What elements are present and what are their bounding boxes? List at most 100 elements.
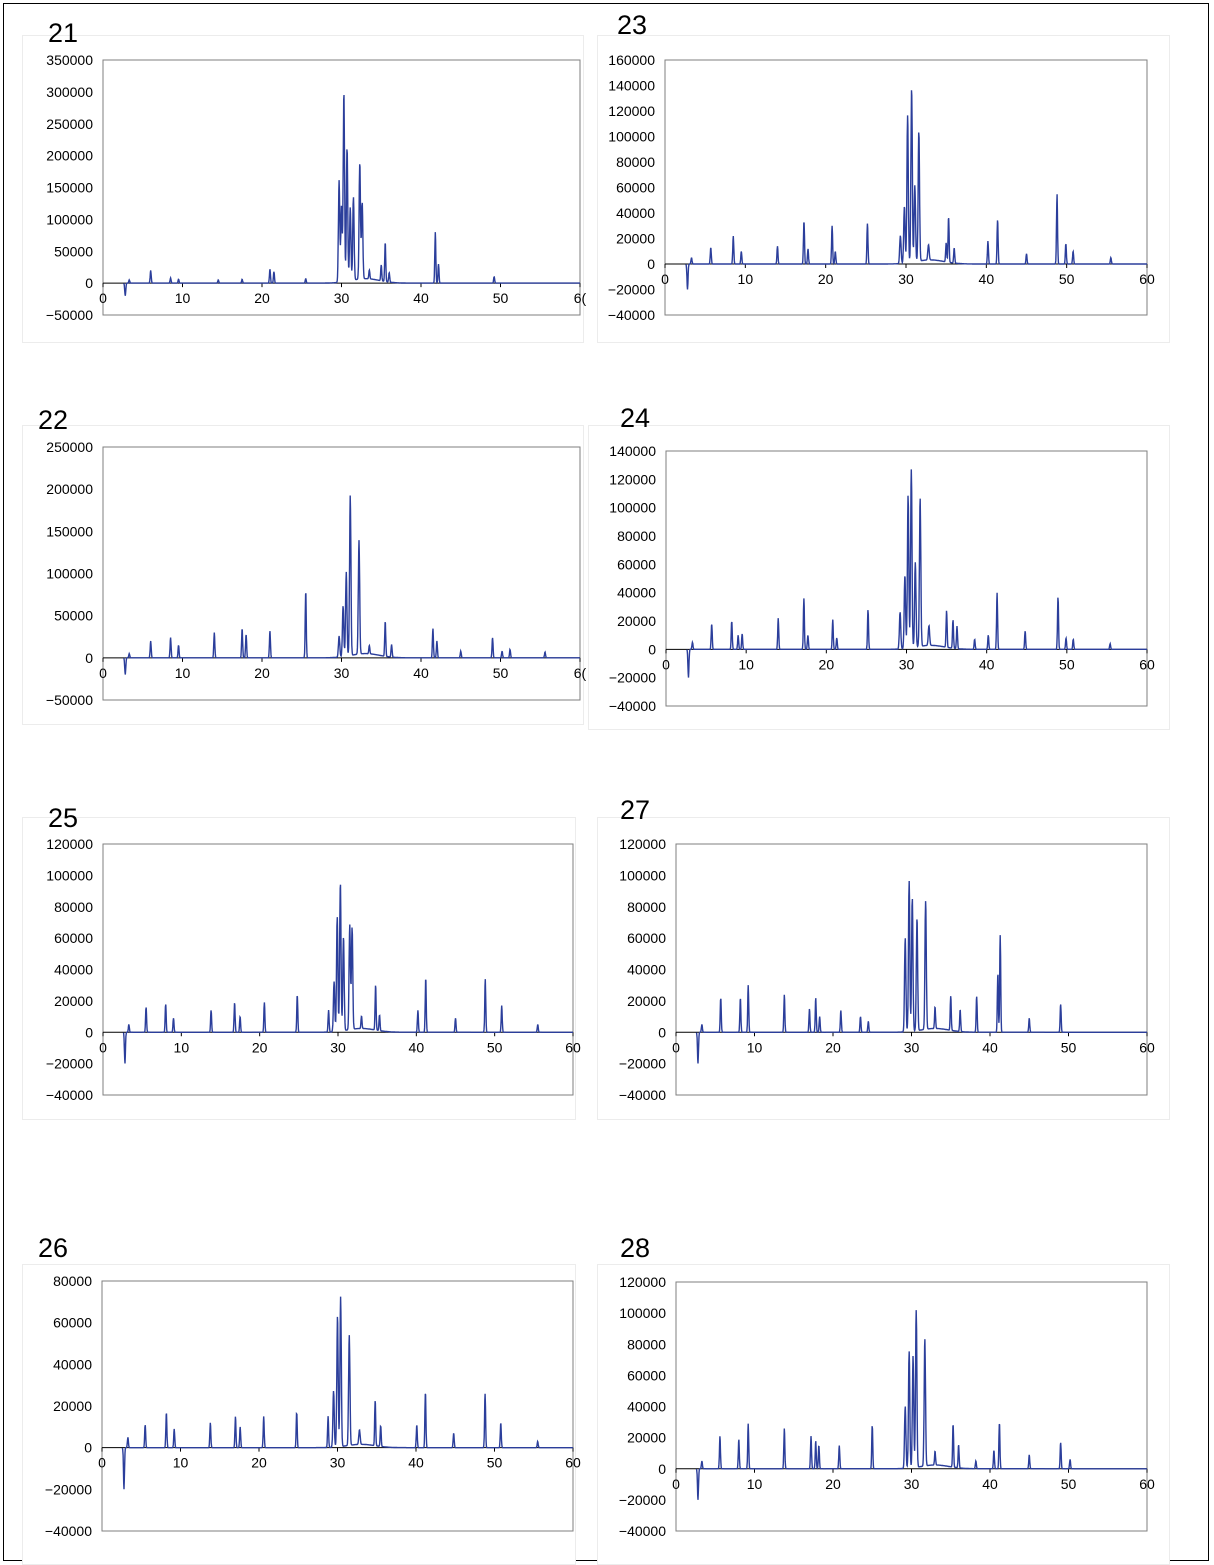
x-tick-label: 10 [175,665,191,681]
x-tick-label: 0 [99,1039,107,1055]
chart-panel-background [597,817,1170,1120]
y-tick-label: 0 [658,1024,666,1040]
x-tick-label: 0 [99,665,107,681]
y-tick-label: 50000 [54,608,93,624]
peak-point [998,1421,1000,1423]
y-tick-label: 0 [658,1461,666,1477]
y-tick-label: 60000 [53,1315,92,1331]
plot-area [102,446,581,701]
y-tick-label: −40000 [45,1523,92,1539]
peak-point [1060,1441,1062,1443]
plot-area [101,1280,574,1532]
peak-point [958,1444,960,1446]
y-tick-label: 120000 [619,836,666,852]
plot-area [675,1281,1148,1532]
y-tick-label: 60000 [617,556,656,572]
y-tick-label: 100000 [46,566,93,582]
chart-panel-background [588,425,1170,730]
y-tick-label: 0 [85,275,93,291]
peak-point [818,1444,820,1446]
y-tick-label: 0 [84,1440,92,1456]
x-tick-label: 20 [825,1039,841,1055]
x-tick-label: 20 [825,1476,841,1492]
y-tick-label: −40000 [619,1523,666,1539]
x-tick-label: 60 [1139,656,1155,672]
x-tick-label: 40 [979,271,995,287]
peak-point [738,1438,740,1440]
x-tick-label: 40 [982,1476,998,1492]
y-tick-label: 100000 [46,867,93,883]
x-tick-label: 20 [254,665,270,681]
plot-area [675,843,1148,1096]
chart-panel-23 [597,35,1170,343]
plot-area [665,450,1148,707]
y-tick-label: 200000 [46,481,93,497]
plot-area [102,843,574,1096]
y-tick-label: −50000 [46,307,93,323]
x-tick-label: 10 [173,1455,189,1471]
peak-point [934,1454,936,1456]
x-tick-label: 40 [408,1455,424,1471]
x-tick-label: 50 [493,290,509,306]
y-tick-label: 40000 [627,1399,666,1415]
chart-panel-background [22,35,584,343]
y-tick-label: 140000 [608,78,655,94]
series-line [121,1296,573,1490]
y-tick-label: −20000 [619,1056,666,1072]
y-tick-label: −20000 [608,282,655,298]
chart-panel-26 [22,1264,576,1565]
x-tick-label: 30 [330,1039,346,1055]
y-tick-label: 20000 [617,613,656,629]
peak-point [697,1499,699,1501]
y-tick-label: 80000 [627,1336,666,1352]
panel-number-label: 22 [38,405,69,435]
y-tick-label: 120000 [609,471,656,487]
series-line [686,469,1147,678]
peak-point [701,1460,703,1462]
series-line [695,880,1147,1064]
x-tick-label: 50 [493,665,509,681]
x-tick-label: 10 [175,290,191,306]
chart-panel-25 [22,817,576,1120]
y-tick-label: 250000 [46,439,93,455]
y-tick-label: 120000 [619,1274,666,1290]
x-tick-label: 50 [1061,1476,1077,1492]
y-tick-label: 0 [85,1024,93,1040]
peak-point [871,1424,873,1426]
x-tick-label: 40 [979,656,995,672]
y-tick-label: 120000 [608,103,655,119]
chart-panel-21 [22,35,584,343]
y-tick-label: 80000 [617,528,656,544]
y-tick-label: −50000 [46,692,93,708]
y-tick-label: −20000 [46,1056,93,1072]
chart-panel-24 [588,425,1170,730]
peak-point [747,1423,749,1425]
x-tick-label: 30 [334,665,350,681]
plot-area [102,59,581,316]
peak-point [924,1340,926,1342]
y-tick-label: 60000 [627,930,666,946]
peak-point [993,1449,995,1451]
y-tick-label: 40000 [53,1356,92,1372]
y-tick-label: 0 [85,650,93,666]
y-tick-label: 20000 [53,1398,92,1414]
y-tick-label: 140000 [609,443,656,459]
peak-point [912,1356,914,1358]
y-tick-label: 20000 [616,231,655,247]
y-tick-label: 20000 [627,993,666,1009]
y-tick-label: −40000 [608,307,655,323]
y-tick-label: 50000 [54,243,93,259]
y-tick-label: 0 [648,641,656,657]
x-tick-label: 50 [1061,1039,1077,1055]
x-tick-label: 30 [904,1039,920,1055]
x-tick-label: 30 [898,271,914,287]
y-tick-label: 150000 [46,180,93,196]
peak-point [952,1424,954,1426]
series-line [123,94,580,296]
x-tick-label: 20 [819,656,835,672]
panel-number-label: 28 [620,1233,651,1263]
y-tick-label: 160000 [608,52,655,68]
